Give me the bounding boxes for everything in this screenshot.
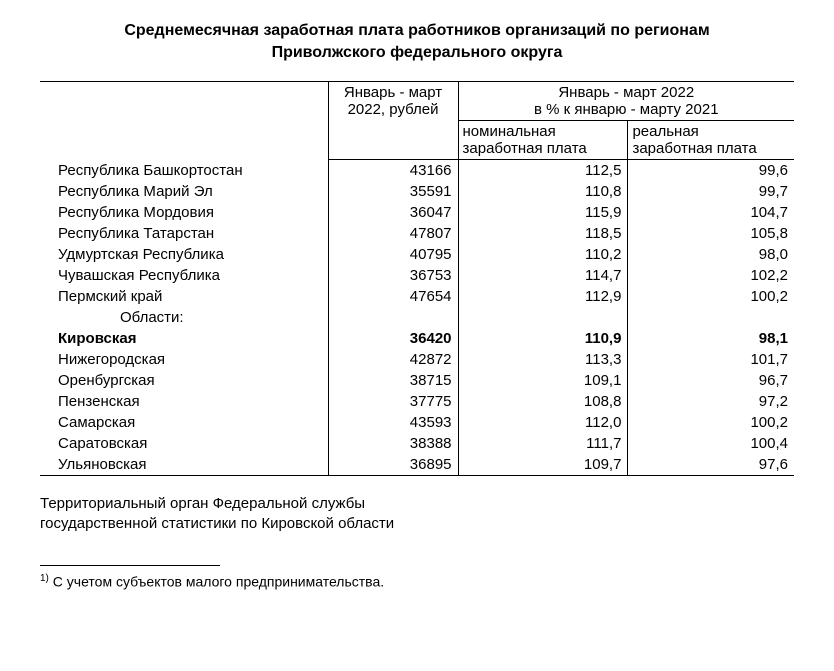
cell-value: 42872 xyxy=(328,349,458,370)
cell-region: Ульяновская xyxy=(40,454,328,476)
table-row: Саратовская38388111,7100,4 xyxy=(40,433,794,454)
table-row: Пензенская37775108,897,2 xyxy=(40,391,794,412)
header-row-1: Январь - март2022, рублей Январь - март … xyxy=(40,82,794,121)
table-row: Республика Мордовия36047115,9104,7 xyxy=(40,202,794,223)
cell-region: Республика Марий Эл xyxy=(40,181,328,202)
cell-region: Саратовская xyxy=(40,433,328,454)
cell-region: Самарская xyxy=(40,412,328,433)
cell-value: 47654 xyxy=(328,286,458,307)
table-row: Оренбургская38715109,196,7 xyxy=(40,370,794,391)
cell-nominal: 109,7 xyxy=(458,454,628,476)
table-row: Республика Марий Эл35591110,899,7 xyxy=(40,181,794,202)
cell-real: 98,1 xyxy=(628,328,794,349)
cell-region: Нижегородская xyxy=(40,349,328,370)
cell-value: 38715 xyxy=(328,370,458,391)
cell-value: 43593 xyxy=(328,412,458,433)
header-merged: Январь - март 2022в % к январю - марту 2… xyxy=(458,82,794,121)
cell-value: 36047 xyxy=(328,202,458,223)
header-period-rub: Январь - март2022, рублей xyxy=(328,82,458,160)
cell-region: Чувашская Республика xyxy=(40,265,328,286)
table-row: Республика Татарстан47807118,5105,8 xyxy=(40,223,794,244)
cell-nominal: 110,8 xyxy=(458,181,628,202)
cell-region: Республика Мордовия xyxy=(40,202,328,223)
footnote-text: С учетом субъектов малого предпринимател… xyxy=(49,574,384,590)
cell-real: 97,6 xyxy=(628,454,794,476)
cell-region: Пензенская xyxy=(40,391,328,412)
cell-real: 99,7 xyxy=(628,181,794,202)
title-line2: Приволжского федерального округа xyxy=(272,44,563,61)
table-row: Кировская36420110,998,1 xyxy=(40,328,794,349)
cell-nominal: 110,2 xyxy=(458,244,628,265)
cell-nominal: 113,3 xyxy=(458,349,628,370)
section-row: Области: xyxy=(40,307,794,328)
cell-nominal: 118,5 xyxy=(458,223,628,244)
table-row: Нижегородская42872113,3101,7 xyxy=(40,349,794,370)
title-line1: Среднемесячная заработная плата работник… xyxy=(124,22,709,39)
cell-region: Кировская xyxy=(40,328,328,349)
cell-value: 47807 xyxy=(328,223,458,244)
footnote-marker: 1) xyxy=(40,573,49,584)
cell-real: 104,7 xyxy=(628,202,794,223)
cell-region: Республика Татарстан xyxy=(40,223,328,244)
cell-value: 40795 xyxy=(328,244,458,265)
cell-real: 97,2 xyxy=(628,391,794,412)
cell-value: 37775 xyxy=(328,391,458,412)
cell-region: Пермский край xyxy=(40,286,328,307)
table-row: Ульяновская36895109,797,6 xyxy=(40,454,794,476)
cell-nominal: 112,0 xyxy=(458,412,628,433)
table-row: Чувашская Республика36753114,7102,2 xyxy=(40,265,794,286)
cell-region: Удмуртская Республика xyxy=(40,244,328,265)
table-row: Удмуртская Республика40795110,298,0 xyxy=(40,244,794,265)
cell-real: 98,0 xyxy=(628,244,794,265)
footer-source: Территориальный орган Федеральной службы… xyxy=(40,494,794,535)
cell-real: 105,8 xyxy=(628,223,794,244)
cell-nominal: 114,7 xyxy=(458,265,628,286)
table-row: Пермский край47654112,9100,2 xyxy=(40,286,794,307)
cell-nominal: 110,9 xyxy=(458,328,628,349)
cell-real: 100,2 xyxy=(628,412,794,433)
cell-real: 102,2 xyxy=(628,265,794,286)
cell-nominal: 108,8 xyxy=(458,391,628,412)
cell-real: 99,6 xyxy=(628,160,794,182)
cell-nominal: 112,9 xyxy=(458,286,628,307)
cell-nominal: 111,7 xyxy=(458,433,628,454)
cell-section-label: Области: xyxy=(40,307,328,328)
wage-table: Январь - март2022, рублей Январь - март … xyxy=(40,81,794,476)
cell-value: 38388 xyxy=(328,433,458,454)
footnote: 1) С учетом субъектов малого предпринима… xyxy=(40,573,794,590)
cell-value: 36420 xyxy=(328,328,458,349)
cell-value: 36753 xyxy=(328,265,458,286)
cell-region: Республика Башкортостан xyxy=(40,160,328,182)
cell-real: 100,2 xyxy=(628,286,794,307)
header-real: реальнаязаработная плата xyxy=(628,121,794,160)
table-row: Республика Башкортостан43166112,599,6 xyxy=(40,160,794,182)
cell-nominal: 115,9 xyxy=(458,202,628,223)
cell-nominal: 112,5 xyxy=(458,160,628,182)
cell-value: 43166 xyxy=(328,160,458,182)
footnote-separator xyxy=(40,565,220,566)
table-row: Самарская43593112,0100,2 xyxy=(40,412,794,433)
cell-real: 101,7 xyxy=(628,349,794,370)
header-nominal: номинальнаязаработная плата xyxy=(458,121,628,160)
cell-nominal: 109,1 xyxy=(458,370,628,391)
cell-value: 35591 xyxy=(328,181,458,202)
cell-region: Оренбургская xyxy=(40,370,328,391)
doc-title: Среднемесячная заработная плата работник… xyxy=(40,20,794,63)
cell-value: 36895 xyxy=(328,454,458,476)
cell-real: 100,4 xyxy=(628,433,794,454)
cell-real: 96,7 xyxy=(628,370,794,391)
